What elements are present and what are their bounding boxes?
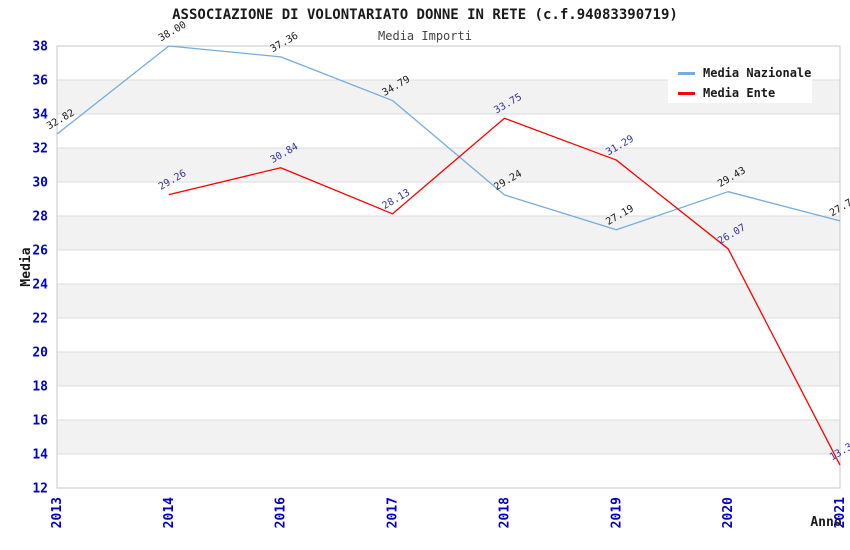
y-tick-label: 38 [32, 40, 48, 55]
data-label-media-ente: 28.13 [381, 187, 413, 212]
grid-band [57, 352, 840, 386]
grid-band [57, 420, 840, 454]
x-tick-label: 2014 [162, 497, 177, 528]
y-tick-label: 12 [32, 482, 48, 497]
y-tick-label: 32 [32, 142, 48, 157]
y-tick-label: 28 [32, 210, 48, 225]
legend-item-media-nazionale: Media Nazionale [678, 63, 812, 83]
y-tick-label: 34 [32, 108, 48, 123]
y-tick-label: 16 [32, 414, 48, 429]
legend-swatch-media-nazionale [678, 71, 695, 75]
data-label-media-nazionale: 27.71 [828, 194, 850, 219]
grid-band [57, 216, 840, 250]
x-tick-label: 2021 [833, 497, 848, 528]
x-tick-label: 2017 [386, 497, 401, 528]
chart-subtitle: Media Importi [378, 29, 472, 43]
y-tick-label: 36 [32, 74, 48, 89]
plot-border [56, 45, 841, 489]
x-tick-label: 2018 [497, 497, 512, 528]
y-tick-label: 26 [32, 244, 48, 259]
legend-item-media-ente: Media Ente [678, 83, 812, 103]
y-tick-label: 24 [32, 278, 48, 293]
grid-band [57, 284, 840, 318]
x-tick-label: 2016 [274, 497, 289, 528]
chart-title: ASSOCIAZIONE DI VOLONTARIATO DONNE IN RE… [172, 7, 678, 23]
x-tick-label: 2019 [609, 497, 624, 528]
y-tick-label: 14 [32, 448, 48, 463]
series-line-media-nazionale [56, 45, 841, 231]
y-tick-label: 30 [32, 176, 48, 191]
legend-label-media-nazionale: Media Nazionale [703, 66, 812, 80]
x-axis-label: Anno [810, 515, 841, 530]
y-tick-label: 18 [32, 380, 48, 395]
x-tick-label: 2013 [50, 497, 65, 528]
data-label-media-nazionale: 37.36 [269, 30, 301, 55]
y-tick-label: 22 [32, 312, 48, 327]
legend-swatch-media-ente [678, 91, 695, 95]
chart-legend: Media Nazionale Media Ente [668, 57, 812, 103]
grid-band [57, 148, 840, 182]
legend-label-media-ente: Media Ente [703, 86, 776, 100]
x-tick-label: 2020 [721, 497, 736, 528]
y-tick-label: 20 [32, 346, 48, 361]
y-axis-label: Media [19, 247, 34, 286]
series-line-media-ente [168, 117, 841, 466]
data-label-media-nazionale: 38.00 [157, 20, 189, 45]
